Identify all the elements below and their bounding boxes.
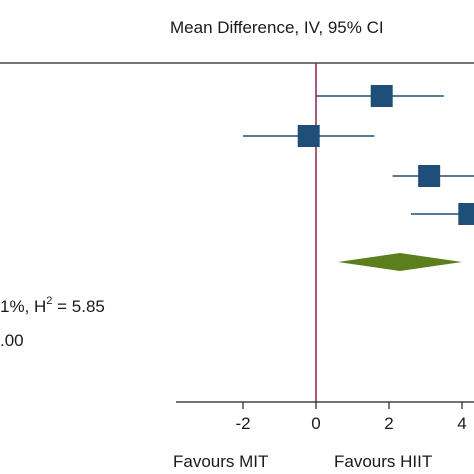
heterogeneity-stat: 1%, H2 = 5.85	[0, 295, 105, 316]
study-marker	[418, 165, 441, 187]
x-tick-label: 0	[311, 414, 320, 433]
pooled-diamond-group	[337, 253, 462, 271]
favours-left-label: Favours MIT	[173, 452, 268, 471]
x-tick-label: 4	[457, 414, 466, 433]
study-marker	[458, 203, 474, 225]
favours-right-label: Favours HIIT	[334, 452, 432, 471]
study-marker	[370, 85, 393, 107]
study-markers	[243, 85, 474, 225]
x-tick-label: 2	[384, 414, 393, 433]
pooled-diamond	[337, 253, 462, 271]
x-tick-label: -2	[235, 414, 250, 433]
chart-header: Mean Difference, IV, 95% CI	[170, 18, 384, 37]
x-axis: -2 0 2 4	[176, 401, 474, 433]
overall-test-stat: .00	[0, 331, 24, 350]
study-marker	[297, 125, 320, 147]
